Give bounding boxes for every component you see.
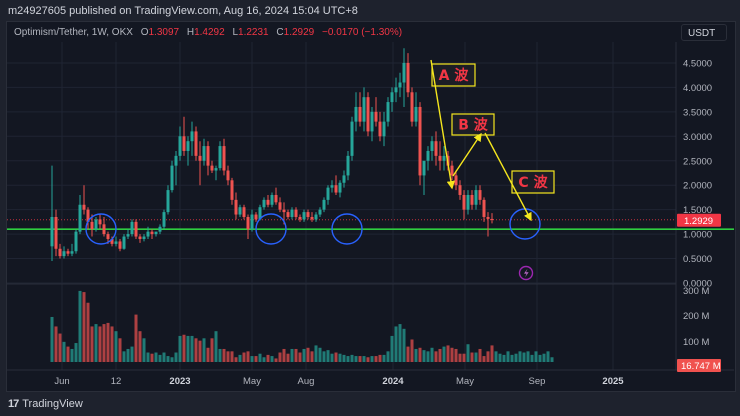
svg-text:200 M: 200 M bbox=[683, 311, 709, 322]
currency-unit-button[interactable]: USDT bbox=[681, 24, 727, 41]
highlight-circle[interactable] bbox=[85, 213, 117, 245]
svg-text:Jun: Jun bbox=[54, 376, 69, 387]
svg-text:Sep: Sep bbox=[529, 376, 546, 387]
highlight-circle[interactable] bbox=[331, 213, 363, 245]
price-axis[interactable]: 4.5000 4.0000 3.5000 3.0000 2.5000 2.0000 1.50… bbox=[677, 58, 721, 290]
chart-frame[interactable] bbox=[6, 21, 736, 392]
volume-series bbox=[50, 290, 554, 362]
svg-text:3.0000: 3.0000 bbox=[683, 132, 712, 143]
wave-arrow[interactable] bbox=[430, 59, 456, 190]
svg-text:A 波: A 波 bbox=[439, 67, 470, 84]
svg-text:0.5000: 0.5000 bbox=[683, 254, 712, 265]
candlestick-series bbox=[50, 48, 494, 261]
open-value: 1.3097 bbox=[148, 27, 180, 38]
change-value: −0.0170 (−1.30%) bbox=[322, 27, 403, 38]
low-value: 1.2231 bbox=[238, 27, 269, 38]
wave-arrow[interactable] bbox=[484, 132, 532, 222]
grid-lines bbox=[7, 42, 734, 371]
svg-text:16.747 M: 16.747 M bbox=[681, 361, 721, 372]
wave-label-box[interactable]: A 波 bbox=[431, 63, 476, 87]
wave-label-box[interactable]: C 波 bbox=[511, 170, 555, 194]
svg-text:May: May bbox=[456, 376, 474, 387]
svg-text:2025: 2025 bbox=[602, 376, 624, 387]
svg-text:1.2929: 1.2929 bbox=[684, 216, 713, 227]
footer-branding: 17 TradingView bbox=[8, 398, 83, 410]
svg-text:1.5000: 1.5000 bbox=[683, 205, 712, 216]
svg-text:May: May bbox=[243, 376, 261, 387]
ohlc-legend: Optimism/Tether, 1W, OKX O1.3097 H1.4292… bbox=[14, 27, 402, 38]
svg-text:Aug: Aug bbox=[298, 376, 315, 387]
brand-name: TradingView bbox=[22, 398, 83, 410]
svg-text:C 波: C 波 bbox=[518, 174, 548, 191]
highlight-circle[interactable] bbox=[255, 213, 287, 245]
svg-text:4.5000: 4.5000 bbox=[683, 58, 712, 69]
published-line: m24927605 published on TradingView.com, … bbox=[8, 5, 358, 17]
svg-text:2.0000: 2.0000 bbox=[683, 181, 712, 192]
tradingview-logo-icon: 17 bbox=[8, 398, 19, 410]
open-label: O bbox=[140, 27, 149, 38]
svg-text:2024: 2024 bbox=[382, 376, 404, 387]
high-value: 1.4292 bbox=[194, 27, 225, 38]
svg-text:2.5000: 2.5000 bbox=[683, 156, 712, 167]
svg-text:3.5000: 3.5000 bbox=[683, 107, 712, 118]
svg-text:0.0000: 0.0000 bbox=[683, 279, 712, 290]
svg-text:2023: 2023 bbox=[169, 376, 190, 387]
volume-axis[interactable]: 300 M 200 M 100 M 16.747 M bbox=[677, 286, 721, 372]
close-value: 1.2929 bbox=[283, 27, 315, 38]
close-label: C bbox=[276, 27, 284, 38]
drawing-annotations[interactable]: A 波 B 波 C 波 bbox=[85, 59, 555, 245]
svg-text:300 M: 300 M bbox=[683, 286, 709, 297]
high-label: H bbox=[186, 27, 195, 38]
wave-label-box[interactable]: B 波 bbox=[451, 113, 495, 136]
wave-arrow[interactable] bbox=[452, 132, 482, 177]
svg-text:100 M: 100 M bbox=[683, 337, 709, 348]
svg-text:1.0000: 1.0000 bbox=[683, 230, 712, 241]
alert-icon[interactable] bbox=[518, 265, 534, 281]
time-axis[interactable]: Jun 12 2023 May Aug 2024 May Sep 2025 bbox=[54, 376, 624, 387]
svg-text:4.0000: 4.0000 bbox=[683, 83, 712, 94]
symbol-title[interactable]: Optimism/Tether, 1W, OKX bbox=[14, 27, 133, 38]
svg-text:B 波: B 波 bbox=[458, 117, 489, 134]
low-label: L bbox=[232, 27, 239, 38]
svg-text:12: 12 bbox=[111, 376, 122, 387]
